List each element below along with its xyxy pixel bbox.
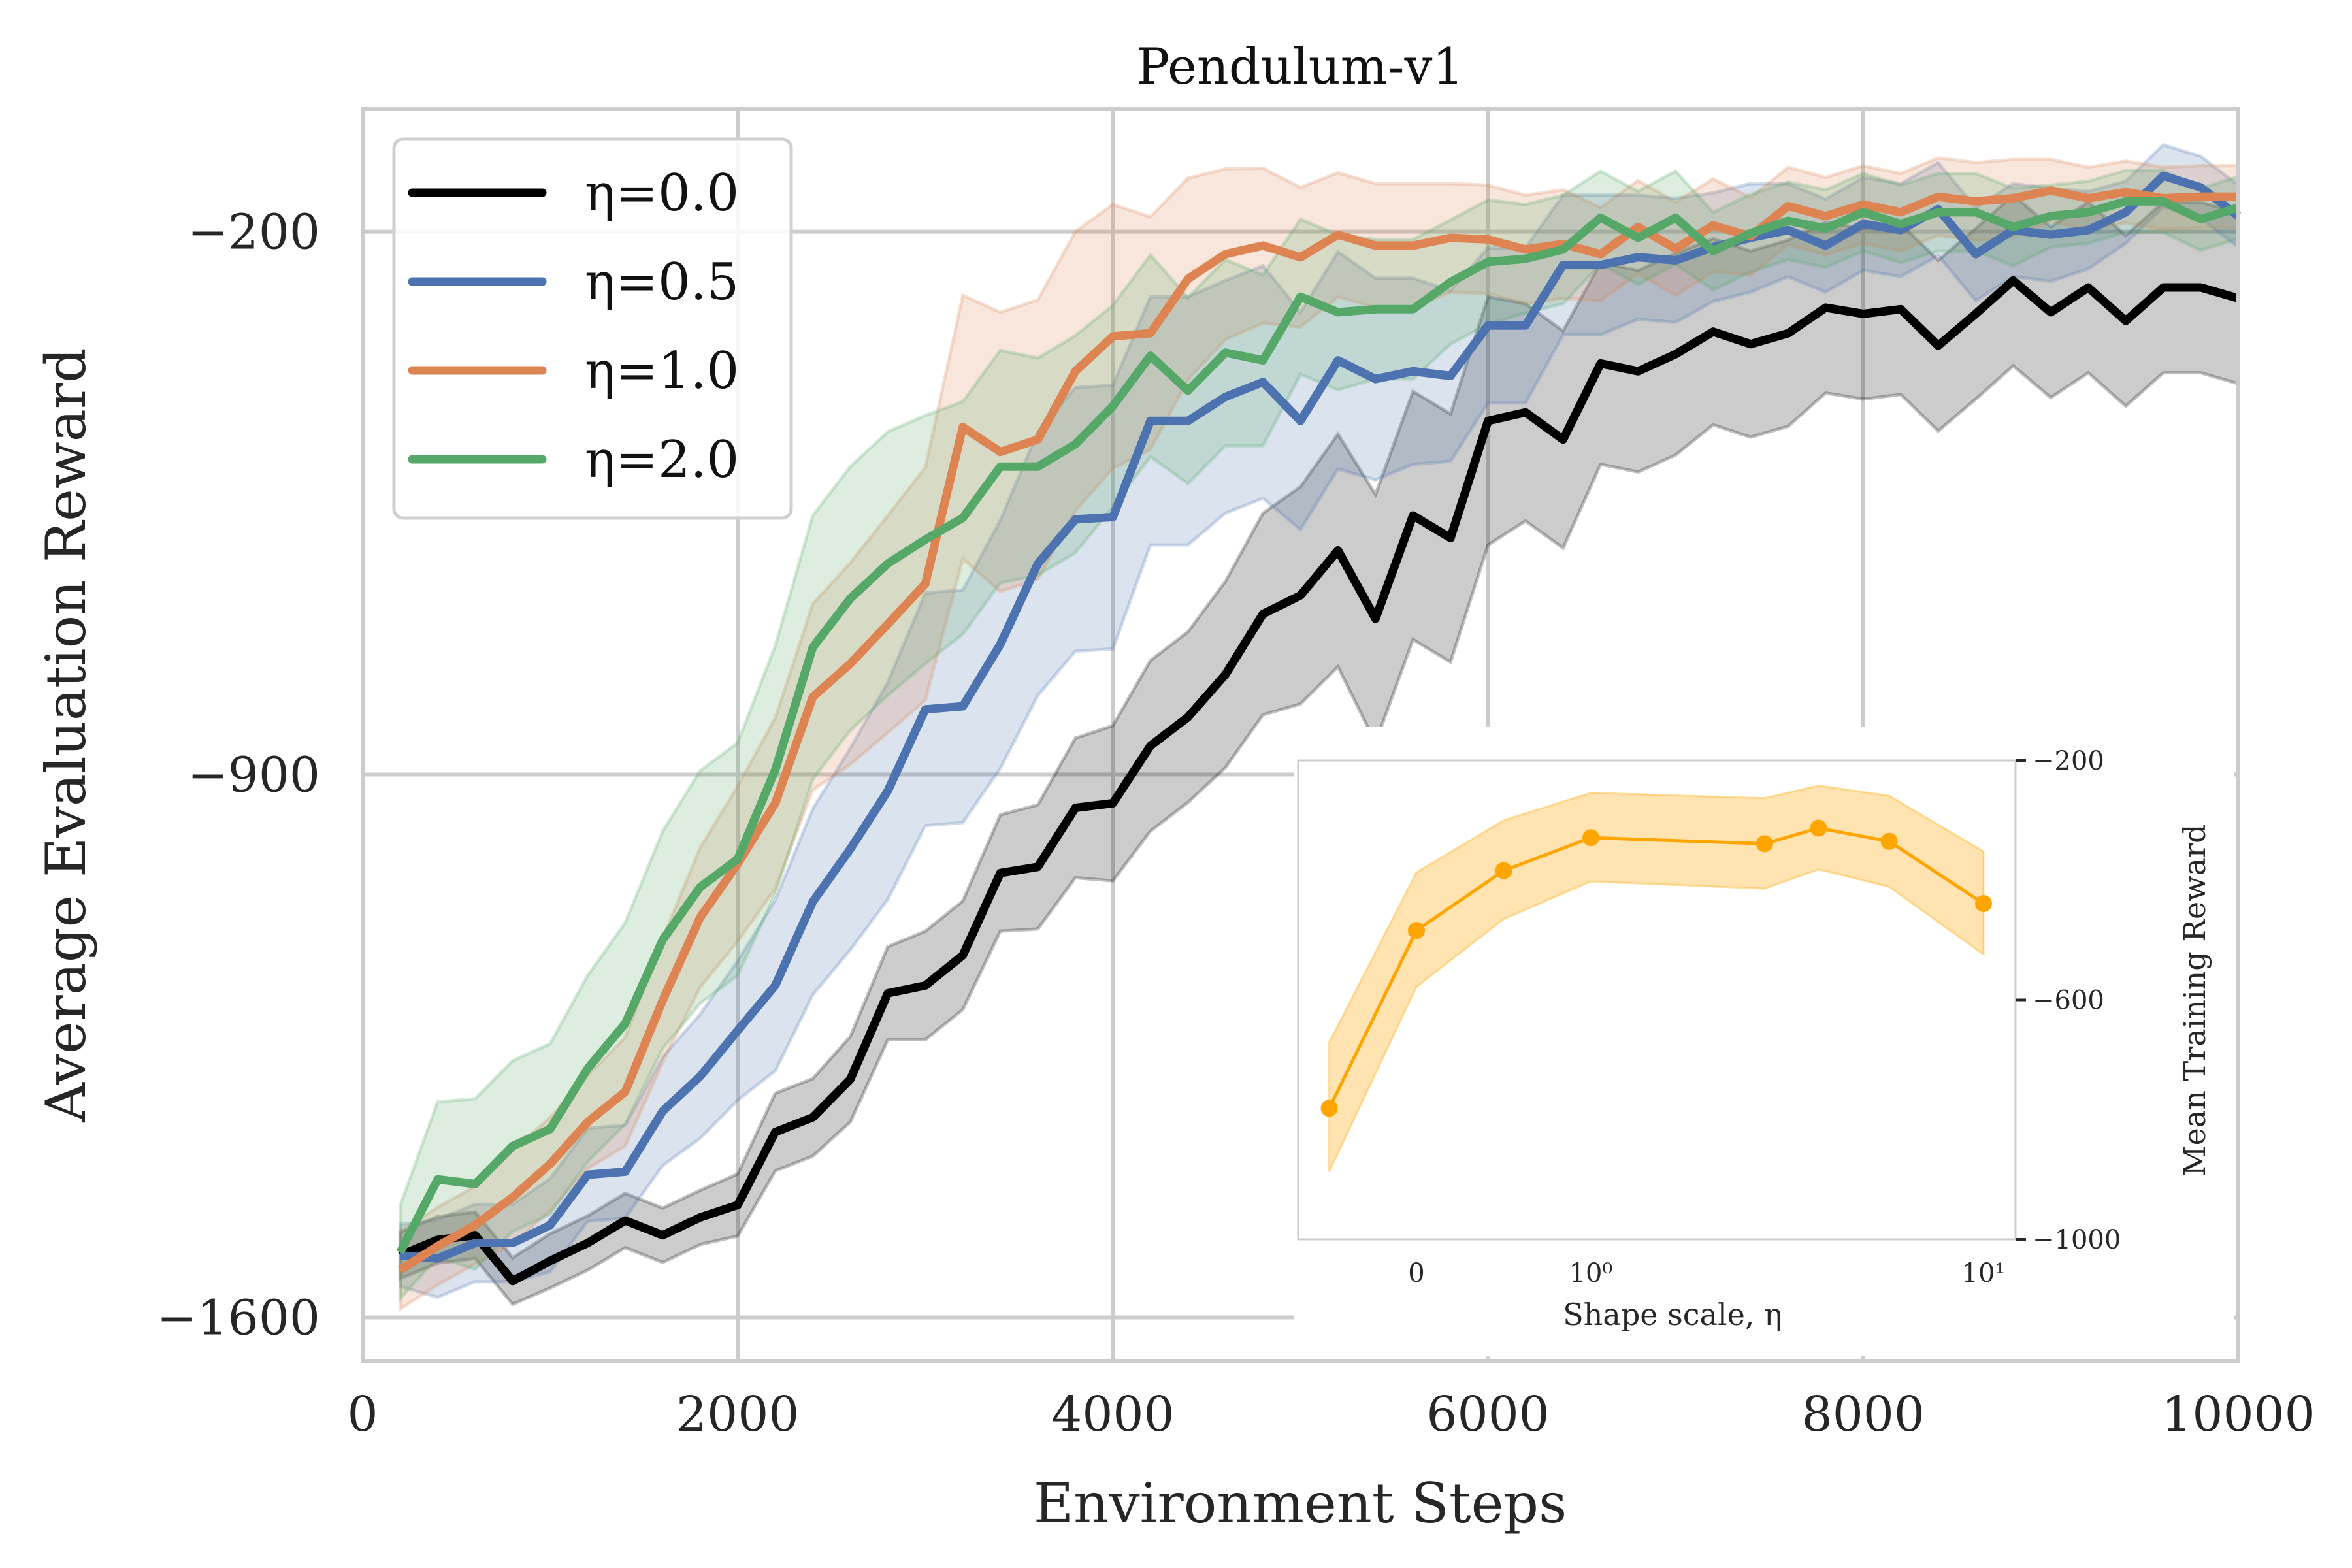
y-axis-label: Average Evaluation Reward: [34, 348, 98, 1123]
x-tick-label: 2000: [676, 1386, 799, 1443]
inset-y-tick-label: −600: [2033, 986, 2104, 1016]
inset-y-tick-label: −200: [2033, 746, 2104, 776]
x-tick-label: 4000: [1051, 1386, 1174, 1443]
y-tick-label: −900: [188, 747, 320, 804]
inset-background: [1294, 727, 2234, 1356]
inset-point: [1582, 829, 1599, 847]
inset-point: [1810, 819, 1827, 837]
inset-point: [1408, 922, 1425, 939]
inset-point: [1880, 832, 1898, 850]
inset-point: [1320, 1100, 1338, 1117]
x-tick-label: 6000: [1426, 1386, 1549, 1443]
x-tick-label: 0: [347, 1386, 378, 1443]
inset-band: [1328, 784, 1985, 1173]
legend-label-1: η=0.5: [585, 253, 739, 312]
main-series-lines: [396, 171, 2241, 1286]
inset-y-axis-label: Mean Training Reward: [2177, 825, 2212, 1177]
main-axes-frame: [361, 107, 2240, 1363]
chart-title: Pendulum-v1: [1136, 37, 1464, 95]
legend-label-2: η=1.0: [585, 342, 739, 400]
inset-point: [1495, 862, 1512, 879]
line-series-3: [396, 197, 2240, 1254]
x-tick-label: 10000: [2161, 1386, 2315, 1443]
x-axis-label: Environment Steps: [1034, 1471, 1567, 1535]
inset-x-tick-label: 0: [1408, 1258, 1424, 1288]
x-tick-label: 8000: [1802, 1386, 1925, 1443]
inset-point: [1975, 894, 1992, 912]
inset-x-axis-label: Shape scale, η: [1563, 1297, 1782, 1332]
y-tick-label: −1600: [157, 1290, 320, 1347]
y-tick-label: −200: [188, 204, 320, 261]
inset-x-tick-label: 10⁰: [1569, 1258, 1613, 1288]
inset-plot: [1320, 784, 1992, 1173]
legend-label-0: η=0.0: [585, 164, 739, 223]
legend-box: [392, 137, 793, 520]
inset-line: [1328, 826, 1985, 1109]
inset-y-tick-label: −1000: [2033, 1225, 2121, 1255]
legend-label-3: η=2.0: [585, 431, 739, 489]
main-tick-labels: 0 2000 4000 6000 8000 10000 −200 −900 −1600: [157, 204, 2315, 1443]
inset-tick-labels: 0 10⁰ 10¹ −200 −600 −1000: [1408, 746, 2121, 1288]
inset-x-tick-label: 10¹: [1962, 1258, 2006, 1288]
legend: η=0.0 η=0.5 η=1.0 η=2.0: [392, 137, 793, 520]
inset-chart: 0 10⁰ 10¹ −200 −600 −1000 Shape scale, η Mean…: [1294, 727, 2234, 1356]
line-series-2: [397, 186, 2238, 1274]
line-series-0: [398, 276, 2240, 1286]
inset-point: [1756, 835, 1773, 853]
